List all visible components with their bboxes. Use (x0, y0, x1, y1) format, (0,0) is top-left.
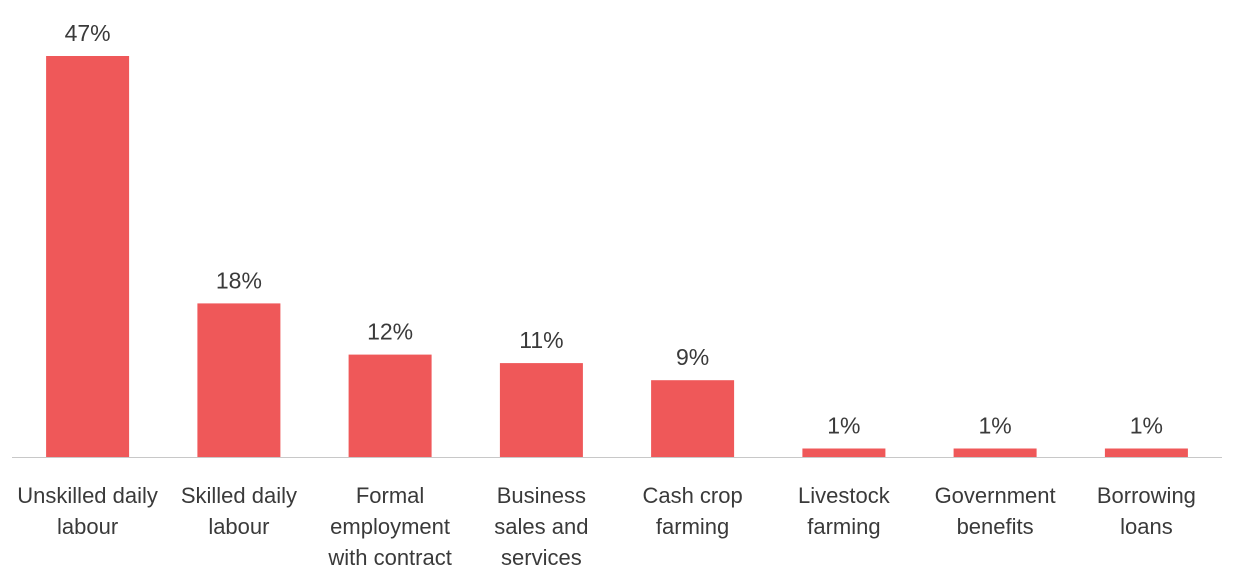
category-label-6: Government benefits (935, 483, 1056, 539)
category-label-2-line-0: Formal (356, 483, 424, 508)
category-label-7: Borrowing loans (1097, 483, 1196, 539)
bar-6 (953, 448, 1037, 457)
category-label-5-line-1: farming (807, 514, 880, 539)
category-label-6-line-0: Government (935, 483, 1056, 508)
data-label-0: 47% (65, 20, 111, 46)
category-label-1: Skilled daily labour (181, 483, 297, 539)
category-label-5-line-0: Livestock (798, 483, 891, 508)
data-label-7: 1% (1130, 413, 1163, 439)
value-labels-group: 47% 18% 12% 11% 9% 1% 1% 1% (65, 20, 1163, 439)
category-label-4: Cash crop farming (642, 483, 742, 539)
bar-0 (46, 56, 130, 457)
category-label-3-line-2: services (501, 545, 582, 570)
bar-4 (651, 380, 735, 457)
bar-3 (499, 363, 583, 457)
category-label-1-line-0: Skilled daily (181, 483, 297, 508)
category-label-0-line-0: Unskilled daily (17, 483, 158, 508)
bar-5 (802, 448, 886, 457)
data-label-5: 1% (827, 413, 860, 439)
bar-1 (197, 303, 281, 457)
data-label-1: 18% (216, 267, 262, 293)
category-label-2-line-1: employment (330, 514, 450, 539)
category-label-3-line-0: Business (497, 483, 586, 508)
category-label-4-line-0: Cash crop (642, 483, 742, 508)
bars-group (46, 56, 1188, 457)
category-label-4-line-1: farming (656, 514, 729, 539)
category-label-0: Unskilled daily labour (17, 483, 158, 539)
data-label-3: 11% (519, 327, 563, 353)
category-labels-group: Unskilled daily labour Skilled daily labour… (17, 483, 1196, 570)
category-label-7-line-0: Borrowing (1097, 483, 1196, 508)
data-label-4: 9% (676, 344, 709, 370)
bar-7 (1104, 448, 1188, 457)
data-label-6: 1% (978, 413, 1011, 439)
category-label-2: Formal employment with contract (327, 483, 452, 570)
category-label-0-line-1: labour (57, 514, 118, 539)
category-label-7-line-1: loans (1120, 514, 1173, 539)
category-label-3: Business sales and services (494, 483, 588, 570)
category-label-1-line-1: labour (208, 514, 269, 539)
category-label-2-line-2: with contract (327, 545, 452, 570)
bar-2 (348, 354, 432, 457)
data-label-2: 12% (367, 319, 413, 345)
category-label-6-line-1: benefits (957, 514, 1034, 539)
category-label-5: Livestock farming (798, 483, 891, 539)
category-label-3-line-1: sales and (494, 514, 588, 539)
